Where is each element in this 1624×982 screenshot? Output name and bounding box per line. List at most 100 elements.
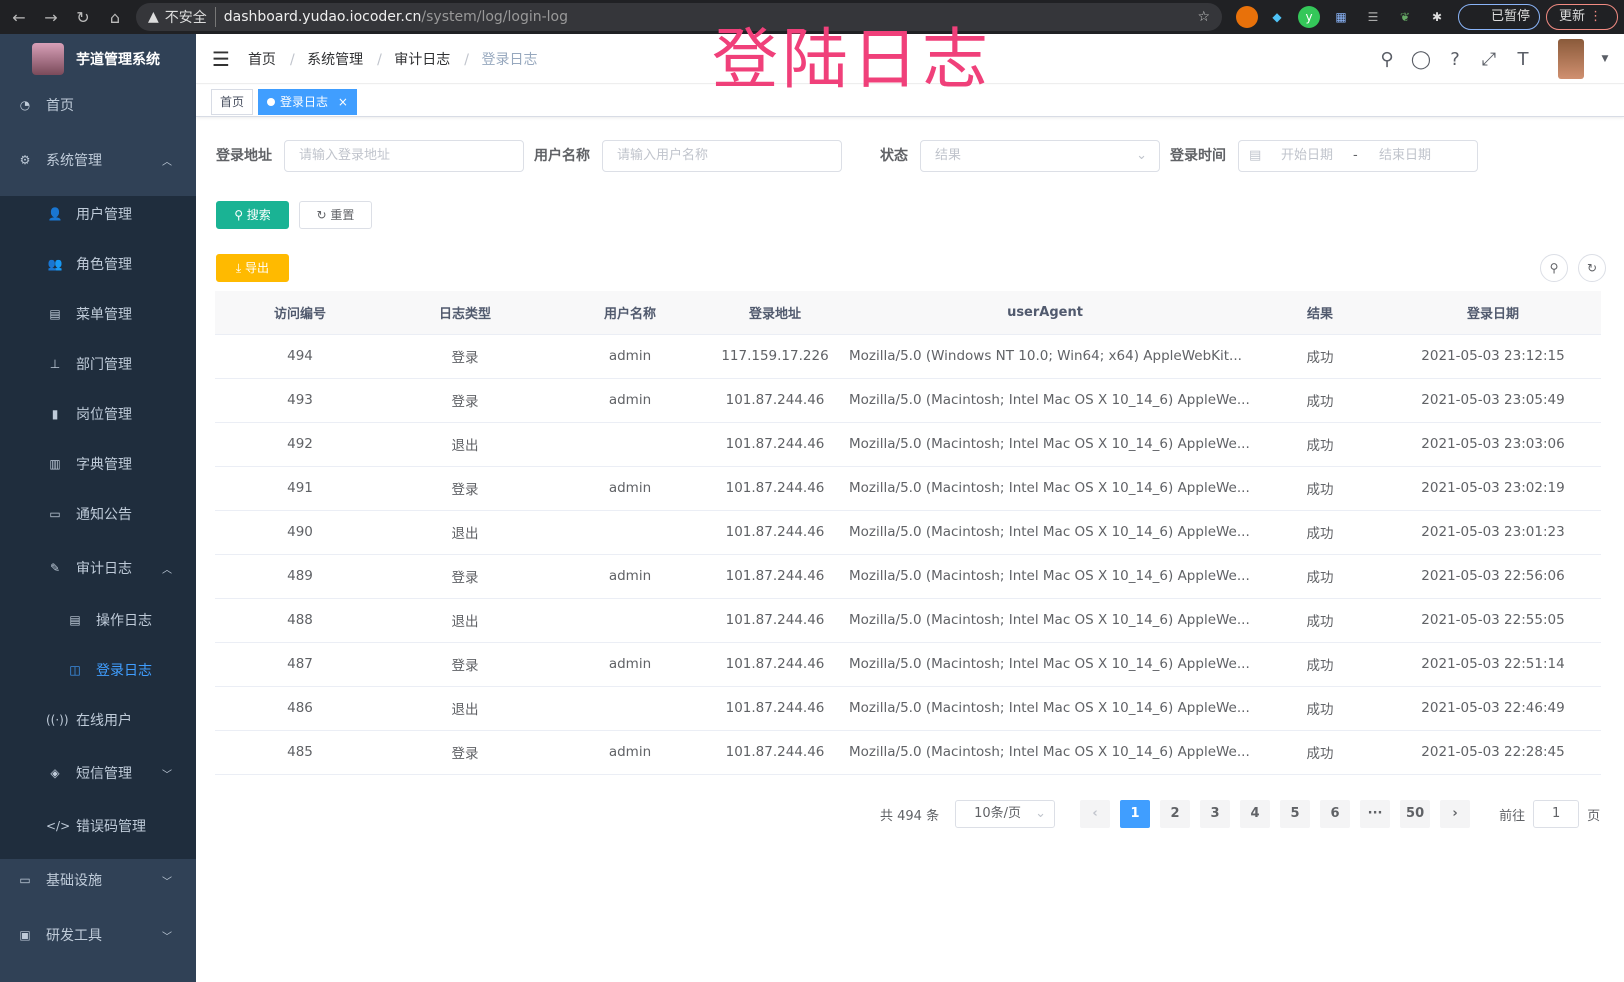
sidebar-item[interactable]: ◔ 首页	[0, 80, 196, 130]
reset-button[interactable]: ↻ 重置	[299, 201, 372, 229]
address-bar[interactable]: ▲ 不安全 dashboard.yudao.iocoder.cn/system/…	[136, 3, 1222, 31]
page-button[interactable]: ···	[1360, 800, 1391, 828]
sidebar-item[interactable]: ◫ 登录日志	[0, 645, 196, 695]
table-row[interactable]: 490 退出 101.87.244.46 Mozilla/5.0 (Macintosh…	[215, 510, 1601, 555]
sidebar-item[interactable]: ◈ 短信管理 ﹀	[0, 748, 196, 798]
page-button[interactable]: 2	[1160, 800, 1191, 828]
qr-extension-icon[interactable]: ▦	[1335, 10, 1347, 24]
table-cell: 2021-05-03 22:46:49	[1385, 686, 1601, 731]
status-select[interactable]: 结果 ⌄	[920, 140, 1160, 172]
sidebar-item[interactable]: ▭ 基础设施 ﹀	[0, 855, 196, 905]
page-button[interactable]: 1	[1120, 800, 1151, 828]
fullscreen-icon[interactable]: ⤢	[1481, 48, 1497, 70]
page-button[interactable]: 6	[1320, 800, 1351, 828]
export-label: 导出	[245, 261, 270, 275]
table-row[interactable]: 488 退出 101.87.244.46 Mozilla/5.0 (Macintosh…	[215, 598, 1601, 643]
hamburger-icon[interactable]: ☰	[212, 46, 230, 71]
table-cell: 490	[215, 510, 385, 555]
toggle-search-button[interactable]: ⚲	[1540, 254, 1568, 282]
back-icon[interactable]: ←	[12, 7, 26, 27]
leaf-extension-icon[interactable]: ❦	[1399, 10, 1411, 24]
breadcrumb-item[interactable]: 首页	[247, 51, 276, 68]
sidebar-item[interactable]: ▭ 通知公告	[0, 489, 196, 539]
sidebar-item[interactable]: ((·)) 在线用户	[0, 695, 196, 745]
page-button[interactable]: 3	[1200, 800, 1231, 828]
github-icon[interactable]: ◯	[1410, 48, 1432, 70]
reload-icon[interactable]: ↻	[76, 7, 90, 27]
table-cell: 成功	[1255, 554, 1385, 599]
sidebar-item-label: 字典管理	[76, 457, 132, 473]
y-extension-icon[interactable]: y	[1298, 6, 1320, 28]
search-button[interactable]: ⚲ 搜索	[216, 201, 289, 229]
sidebar-item[interactable]: 👤 用户管理	[0, 189, 196, 239]
table-cell: 退出	[385, 422, 545, 467]
table-row[interactable]: 492 退出 101.87.244.46 Mozilla/5.0 (Macintosh…	[215, 422, 1601, 467]
font-size-icon[interactable]: T	[1517, 48, 1529, 70]
sidebar-item[interactable]: ▥ 字典管理	[0, 439, 196, 489]
sidebar-item-label: 菜单管理	[76, 307, 132, 323]
update-button[interactable]: 更新 ⋮	[1546, 4, 1618, 30]
table-cell: 2021-05-03 22:51:14	[1385, 642, 1601, 687]
export-button[interactable]: ⤓ 导出	[216, 254, 289, 282]
profile-button[interactable]: 已暂停	[1458, 4, 1540, 30]
list-extension-icon[interactable]: ☰	[1367, 10, 1379, 24]
warning-icon: ▲	[148, 9, 159, 25]
sidebar-item[interactable]: </> 错误码管理	[0, 801, 196, 851]
table-row[interactable]: 491 登录 admin 101.87.244.46 Mozilla/5.0 (Maci…	[215, 466, 1601, 511]
column-header: 用户名称	[545, 291, 715, 335]
next-page-button[interactable]: ›	[1440, 800, 1471, 828]
tag-login-log[interactable]: 登录日志 ×	[258, 89, 357, 115]
puzzle-icon[interactable]: ✱	[1431, 10, 1443, 24]
sidebar-item[interactable]: ⊥ 部门管理	[0, 339, 196, 389]
insecure-label: 不安全	[165, 7, 216, 27]
goto-page-input[interactable]: 1	[1533, 800, 1580, 828]
page-button[interactable]: 4	[1240, 800, 1271, 828]
end-date-input[interactable]: 结束日期	[1379, 148, 1432, 163]
home-icon[interactable]: ⌂	[109, 7, 121, 27]
sidebar-logo[interactable]: 芋道管理系统	[0, 34, 196, 84]
prev-page-button[interactable]: ‹	[1080, 800, 1111, 828]
table-row[interactable]: 494 登录 admin 117.159.17.226 Mozilla/5.0 (Win…	[215, 334, 1601, 379]
start-date-input[interactable]: 开始日期	[1281, 148, 1334, 163]
table-cell: 487	[215, 642, 385, 687]
breadcrumb: 首页 / 系统管理 / 审计日志 / 登录日志	[247, 51, 538, 68]
breadcrumb-item[interactable]: 系统管理	[307, 51, 364, 68]
table-row[interactable]: 487 登录 admin 101.87.244.46 Mozilla/5.0 (Maci…	[215, 642, 1601, 687]
page-button[interactable]: 5	[1280, 800, 1311, 828]
refresh-button[interactable]: ↻	[1578, 254, 1606, 282]
username-input[interactable]: 请输入用户名称	[602, 140, 842, 172]
date-range-picker[interactable]: ▤ 开始日期 - 结束日期	[1238, 140, 1478, 172]
table-row[interactable]: 486 退出 101.87.244.46 Mozilla/5.0 (Macintosh…	[215, 686, 1601, 731]
help-icon[interactable]: ?	[1450, 48, 1460, 70]
sidebar-item[interactable]: 👥 角色管理	[0, 239, 196, 289]
sidebar-item[interactable]: ✎ 审计日志 ︿	[0, 543, 196, 593]
table-cell	[545, 686, 715, 731]
table-row[interactable]: 493 登录 admin 101.87.244.46 Mozilla/5.0 (Maci…	[215, 378, 1601, 423]
sidebar-item[interactable]: ▤ 操作日志	[0, 595, 196, 645]
column-header: userAgent	[835, 291, 1255, 335]
forward-icon[interactable]: →	[44, 7, 58, 27]
diamond-extension-icon[interactable]: ◆	[1272, 10, 1282, 24]
caret-down-icon[interactable]: ▼	[1601, 54, 1609, 64]
addr-input[interactable]: 请输入登录地址	[284, 140, 524, 172]
close-icon[interactable]: ×	[337, 95, 348, 109]
monitor-icon: ▭	[19, 873, 31, 887]
sidebar-item-label: 操作日志	[96, 613, 152, 629]
range-separator: -	[1353, 148, 1358, 163]
table-row[interactable]: 485 登录 admin 101.87.244.46 Mozilla/5.0 (Maci…	[215, 730, 1601, 775]
table-row[interactable]: 489 登录 admin 101.87.244.46 Mozilla/5.0 (Maci…	[215, 554, 1601, 599]
page-button[interactable]: 50	[1400, 800, 1431, 828]
avatar[interactable]	[1558, 39, 1584, 79]
tag-home[interactable]: 首页	[211, 89, 254, 115]
sidebar-item[interactable]: ▤ 菜单管理	[0, 289, 196, 339]
bookmark-star-icon[interactable]: ☆	[1197, 9, 1210, 25]
breadcrumb-item[interactable]: 审计日志	[394, 51, 451, 68]
search-icon[interactable]: ⚲	[1380, 48, 1394, 70]
table-cell: Mozilla/5.0 (Macintosh; Intel Mac OS X 1…	[835, 510, 1255, 555]
extension-icon[interactable]	[1236, 6, 1258, 28]
sidebar-item[interactable]: ⚙ 系统管理 ︿	[0, 135, 196, 185]
sidebar-item[interactable]: ▣ 研发工具 ﹀	[0, 910, 196, 960]
page-size-select[interactable]: 10条/页 ⌄	[955, 800, 1056, 828]
table-cell: 101.87.244.46	[715, 642, 835, 687]
sidebar-item[interactable]: ▮ 岗位管理	[0, 389, 196, 439]
